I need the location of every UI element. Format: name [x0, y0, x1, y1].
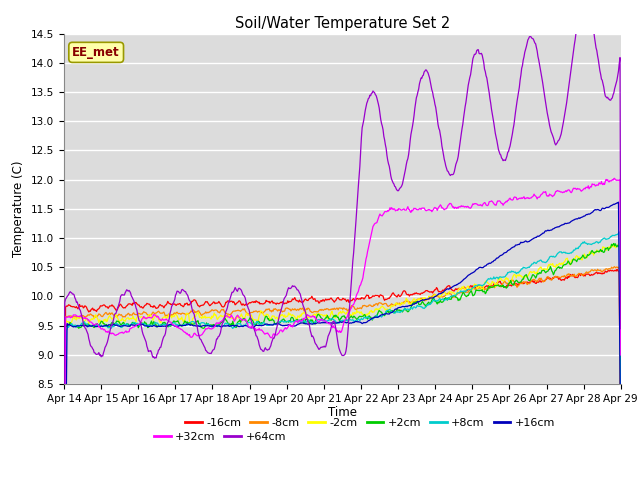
Legend: +32cm, +64cm: +32cm, +64cm — [149, 428, 291, 447]
Y-axis label: Temperature (C): Temperature (C) — [12, 160, 26, 257]
Text: EE_met: EE_met — [72, 46, 120, 59]
Title: Soil/Water Temperature Set 2: Soil/Water Temperature Set 2 — [235, 16, 450, 31]
X-axis label: Time: Time — [328, 407, 357, 420]
